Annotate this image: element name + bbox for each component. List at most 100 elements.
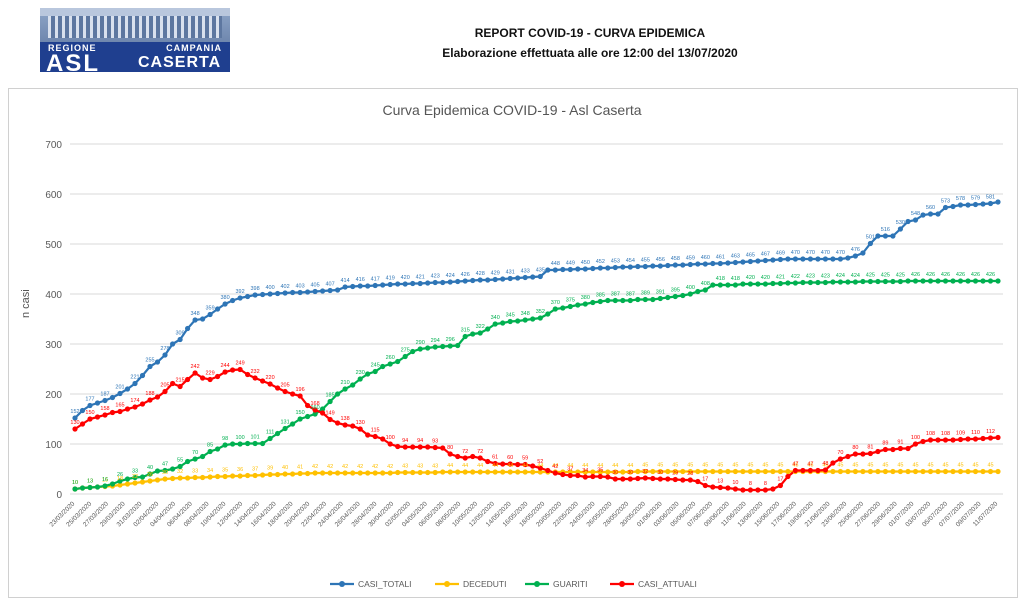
casi-totali-point <box>387 281 393 288</box>
deceduti-point <box>747 468 754 475</box>
guariti-point <box>252 440 258 447</box>
guariti-point <box>792 280 799 286</box>
guariti-point <box>642 296 648 303</box>
deceduti-point <box>455 469 461 475</box>
casi-attuali-data-label: 109 <box>956 431 965 437</box>
guariti-point <box>680 292 686 299</box>
deceduti-point <box>372 470 378 476</box>
casi-totali-point <box>297 289 303 296</box>
deceduti-data-label: 45 <box>882 463 888 469</box>
casi-totali-data-label: 400 <box>266 285 275 291</box>
deceduti-point <box>290 471 296 477</box>
casi-attuali-data-label: 32 <box>642 469 648 475</box>
guariti-data-label: 101 <box>251 435 260 441</box>
casi-totali-point <box>567 266 573 273</box>
guariti-data-label: 13 <box>87 479 93 485</box>
casi-totali-data-label: 516 <box>881 227 890 233</box>
casi-totali-data-label: 426 <box>461 272 470 278</box>
deceduti-point <box>342 470 348 476</box>
guariti-point <box>395 358 401 365</box>
deceduti-point <box>995 468 1001 475</box>
casi-attuali-point <box>432 444 438 451</box>
deceduti-point <box>987 468 994 475</box>
guariti-point <box>87 484 93 491</box>
deceduti-data-label: 44 <box>567 463 573 469</box>
casi-totali-point <box>635 263 641 270</box>
casi-totali-data-label: 420 <box>401 275 410 281</box>
logo-region-text: REGIONE <box>48 43 97 53</box>
deceduti-point <box>275 471 281 478</box>
casi-totali-point <box>530 274 536 280</box>
guariti-point <box>770 280 776 287</box>
casi-totali-point <box>672 262 678 268</box>
guariti-point <box>109 481 116 487</box>
deceduti-data-label: 45 <box>897 463 903 469</box>
guariti-point <box>747 281 754 287</box>
deceduti-data-label: 15 <box>102 478 108 484</box>
guariti-point <box>117 478 123 484</box>
casi-totali-data-label: 221 <box>130 375 139 381</box>
guariti-point <box>432 344 438 350</box>
casi-totali-data-label: 255 <box>145 358 154 364</box>
casi-attuali-point <box>132 404 138 410</box>
deceduti-point <box>350 470 356 476</box>
casi-totali-point <box>147 363 153 370</box>
casi-totali-point <box>200 316 206 322</box>
casi-attuali-point <box>350 423 356 429</box>
casi-totali-point <box>395 281 401 287</box>
guariti-data-label: 425 <box>881 273 890 279</box>
casi-attuali-point <box>897 445 904 452</box>
deceduti-point <box>942 468 949 475</box>
casi-attuali-point <box>747 487 754 493</box>
guariti-point <box>845 279 851 285</box>
casi-attuali-data-label: 110 <box>971 430 980 436</box>
casi-attuali-point <box>215 373 221 380</box>
casi-totali-data-label: 435 <box>536 268 545 274</box>
casi-attuali-point <box>882 446 889 453</box>
deceduti-point <box>357 470 363 476</box>
deceduti-point <box>200 474 206 481</box>
casi-totali-point <box>957 202 964 208</box>
deceduti-data-label: 45 <box>717 463 723 469</box>
deceduti-data-label: 37 <box>252 467 258 473</box>
casi-totali-data-label: 530 <box>896 220 905 226</box>
casi-totali-point <box>995 199 1001 205</box>
casi-totali-point <box>680 262 686 268</box>
guariti-data-label: 33 <box>132 469 138 475</box>
deceduti-point <box>770 468 776 475</box>
casi-attuali-point <box>597 473 603 480</box>
guariti-point <box>507 318 513 325</box>
deceduti-data-label: 44 <box>552 463 558 469</box>
casi-attuali-point <box>560 471 566 478</box>
guariti-data-label: 275 <box>401 348 410 354</box>
casi-attuali-data-label: 17 <box>702 477 708 483</box>
casi-totali-data-label: 454 <box>626 258 635 264</box>
deceduti-point <box>320 470 326 476</box>
casi-attuali-point <box>725 485 731 491</box>
report-subtitle: Elaborazione effettuata alle ore 12:00 d… <box>442 46 738 60</box>
guariti-data-label: 150 <box>296 410 305 416</box>
casi-attuali-point <box>170 380 176 387</box>
casi-attuali-point <box>282 388 288 395</box>
casi-attuali-point <box>154 394 161 400</box>
casi-attuali-data-label: 30 <box>657 470 663 476</box>
guariti-point <box>350 382 356 388</box>
casi-attuali-point <box>680 477 686 483</box>
casi-totali-data-label: 467 <box>761 252 770 258</box>
casi-totali-point <box>132 380 138 387</box>
guariti-point <box>342 386 348 392</box>
casi-totali-data-label: 452 <box>596 259 605 265</box>
legend: CASI_TOTALI DECEDUTI GUARITI CASI_ATTUALI <box>330 579 697 589</box>
guariti-point <box>650 296 656 303</box>
casi-totali-data-label: 476 <box>851 247 860 253</box>
casi-totali-point <box>215 306 221 312</box>
deceduti-point <box>387 470 393 476</box>
casi-totali-data-label: 309 <box>176 331 185 337</box>
guariti-point <box>267 435 273 442</box>
deceduti-point <box>882 468 889 475</box>
deceduti-point <box>207 474 213 480</box>
guariti-data-label: 426 <box>926 272 935 278</box>
deceduti-data-label: 43 <box>432 464 438 470</box>
casi-totali-point <box>320 288 326 294</box>
casi-totali-legend-marker <box>339 581 345 587</box>
